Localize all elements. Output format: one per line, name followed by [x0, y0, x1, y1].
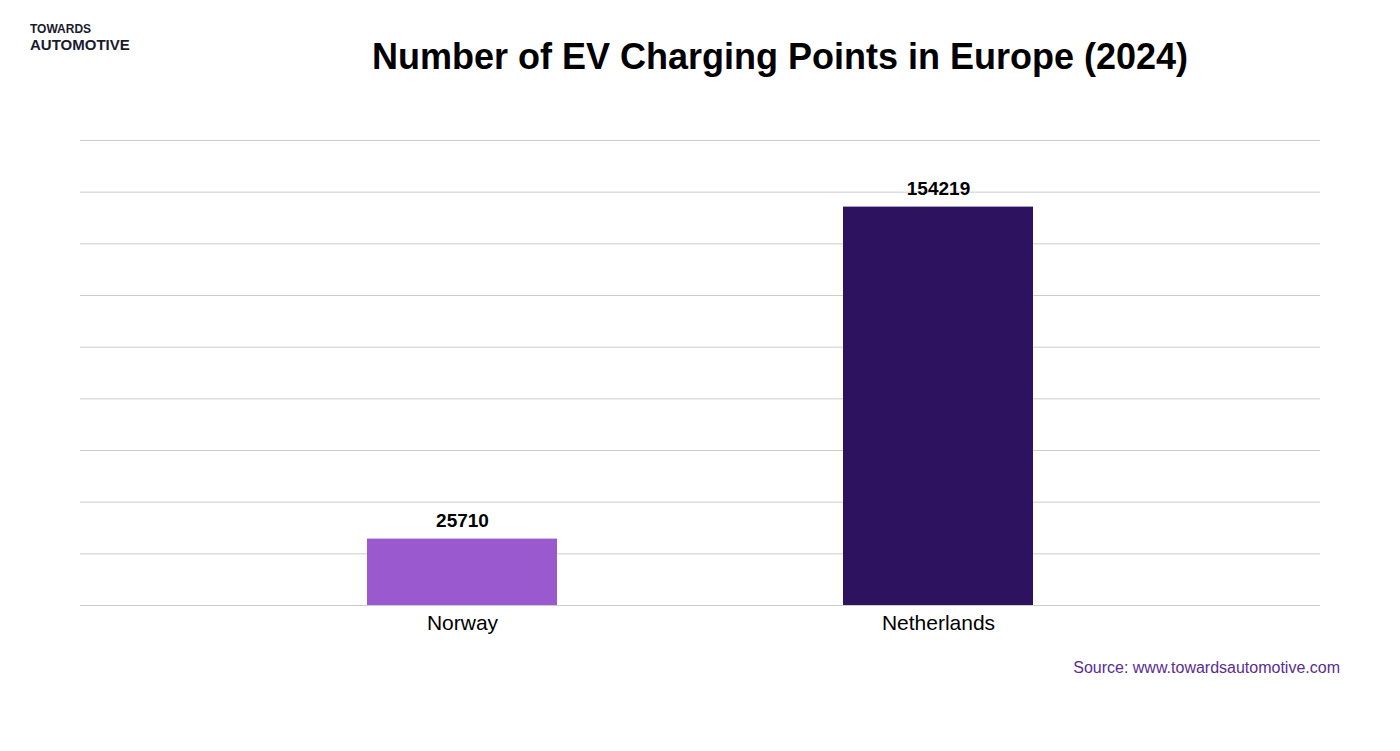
svg-text:Norway: Norway: [427, 611, 499, 634]
html-text:Number of EV Charging Points i: Number of EV Charging Points in Europe (…: [371, 36, 1188, 77]
html-text:TOWARDS: TOWARDS: [30, 22, 92, 36]
svg-text:154219: 154219: [907, 178, 970, 199]
svg-text:25710: 25710: [436, 510, 489, 531]
html-text:Source: www.towardsautomotive.: Source: www.towardsautomotive.com: [1073, 659, 1340, 676]
svg-text:Netherlands: Netherlands: [882, 611, 995, 634]
html-text:AUTOMOTIVE: AUTOMOTIVE: [30, 36, 130, 54]
